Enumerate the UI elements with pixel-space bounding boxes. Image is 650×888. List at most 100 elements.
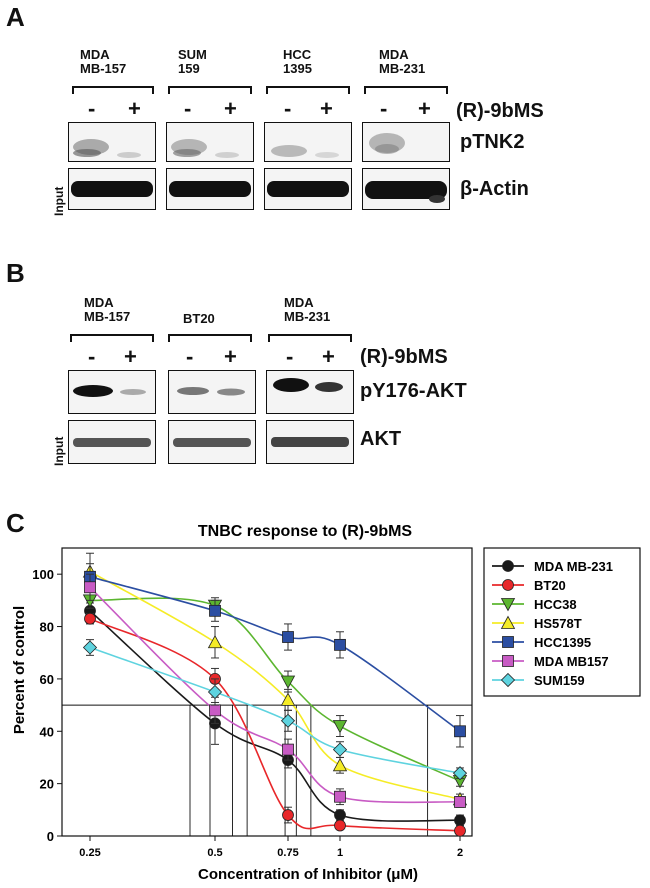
y-tick-label: 0 [47, 829, 54, 844]
group-bracket [72, 86, 154, 94]
data-point [82, 640, 98, 655]
panel-a-group-label: MDA MB-157 [80, 47, 127, 76]
data-point [332, 757, 348, 772]
data-point [280, 713, 296, 728]
group-bracket [364, 86, 448, 94]
minus-sign: - [184, 96, 192, 121]
legend-label: HCC38 [534, 597, 577, 612]
panel-b-group-label: MDA MB-157 [84, 295, 131, 324]
data-point [334, 809, 346, 821]
x-tick-label: 2 [457, 847, 463, 859]
data-point [334, 638, 346, 651]
blot-akt [168, 420, 256, 464]
legend-label: HS578T [534, 616, 582, 631]
legend-label: SUM159 [534, 673, 585, 688]
blot-py176-akt [68, 370, 156, 414]
group-bracket [266, 86, 350, 94]
blot-ptnk2 [362, 122, 450, 162]
blot-ptnk2 [166, 122, 254, 162]
minus-sign: - [88, 96, 96, 121]
data-point [282, 809, 294, 821]
data-point [282, 631, 294, 643]
minus-sign: - [186, 344, 194, 369]
plus-sign: + [418, 96, 431, 121]
panel-a-group-label: MDA MB-231 [379, 47, 426, 76]
legend-label: BT20 [534, 578, 566, 593]
series-line [89, 570, 461, 801]
y-tick-label: 100 [32, 567, 54, 582]
legend-marker [502, 560, 514, 572]
legend-label: HCC1395 [534, 635, 591, 650]
series-line [89, 586, 461, 804]
blot-ptnk2 [68, 122, 156, 162]
minus-sign: - [286, 344, 294, 369]
group-bracket [168, 86, 252, 94]
legend-label: MDA MB-231 [534, 559, 613, 574]
row-label-akt: AKT [360, 428, 402, 450]
treatment-label: (R)-9bMS [360, 346, 448, 368]
panel-a-letter: A [6, 2, 25, 32]
data-point [334, 790, 346, 803]
legend-marker [500, 672, 516, 688]
data-point [334, 819, 346, 832]
panel-c-letter: C [6, 508, 25, 538]
x-tick-label: 0.5 [207, 847, 222, 859]
blot-beta-actin [264, 168, 352, 210]
data-point [332, 720, 348, 734]
data-point [209, 704, 221, 717]
y-tick-label: 40 [40, 724, 54, 739]
row-label-ptnk2: pTNK2 [460, 131, 525, 153]
plus-sign: + [124, 344, 137, 369]
data-point [280, 675, 296, 689]
data-point [207, 684, 223, 700]
blot-py176-akt [168, 370, 256, 414]
panel-a-group-label: SUM 159 [178, 47, 207, 76]
x-tick-label: 1 [337, 847, 343, 859]
data-point [84, 612, 96, 625]
panel-b-group-label: BT20 [183, 311, 215, 326]
group-bracket [268, 334, 352, 342]
legend-label: MDA MB157 [534, 654, 609, 669]
plus-sign: + [322, 344, 335, 369]
y-axis-label: Percent of control [11, 606, 28, 734]
blot-akt [266, 420, 354, 464]
legend-marker [502, 655, 514, 667]
blot-beta-actin [166, 168, 254, 210]
legend-marker [500, 598, 516, 612]
y-tick-label: 60 [40, 672, 54, 687]
data-point [84, 581, 96, 594]
treatment-label: (R)-9bMS [456, 100, 544, 122]
blot-akt [68, 420, 156, 464]
data-point [209, 604, 221, 617]
plus-sign: + [224, 344, 237, 369]
group-bracket [70, 334, 154, 342]
data-point [282, 743, 294, 756]
data-point [454, 814, 466, 827]
plus-sign: + [224, 96, 237, 121]
data-point [207, 634, 223, 649]
minus-sign: - [380, 96, 388, 121]
data-point [454, 824, 466, 837]
blot-beta-actin [362, 168, 450, 210]
plus-sign: + [128, 96, 141, 121]
y-tick-label: 80 [40, 620, 54, 635]
data-point [452, 766, 468, 781]
y-tick-label: 20 [40, 777, 54, 792]
data-point [280, 692, 296, 706]
blot-ptnk2 [264, 122, 352, 162]
plot-frame [61, 547, 473, 837]
row-label-py176-akt: pY176-AKT [360, 380, 467, 402]
panel-b-group-label: MDA MB-231 [284, 295, 331, 324]
row-label-beta-actin: β-Actin [460, 178, 529, 200]
blot-beta-actin [68, 168, 156, 210]
data-point [454, 796, 466, 808]
series-line [89, 576, 461, 732]
minus-sign: - [88, 344, 96, 369]
data-point [454, 725, 466, 738]
minus-sign: - [284, 96, 292, 121]
x-tick-label: 0.25 [79, 847, 100, 859]
panel-a-group-label: HCC 1395 [283, 47, 312, 76]
series-line [89, 617, 461, 832]
legend-marker [502, 579, 514, 591]
